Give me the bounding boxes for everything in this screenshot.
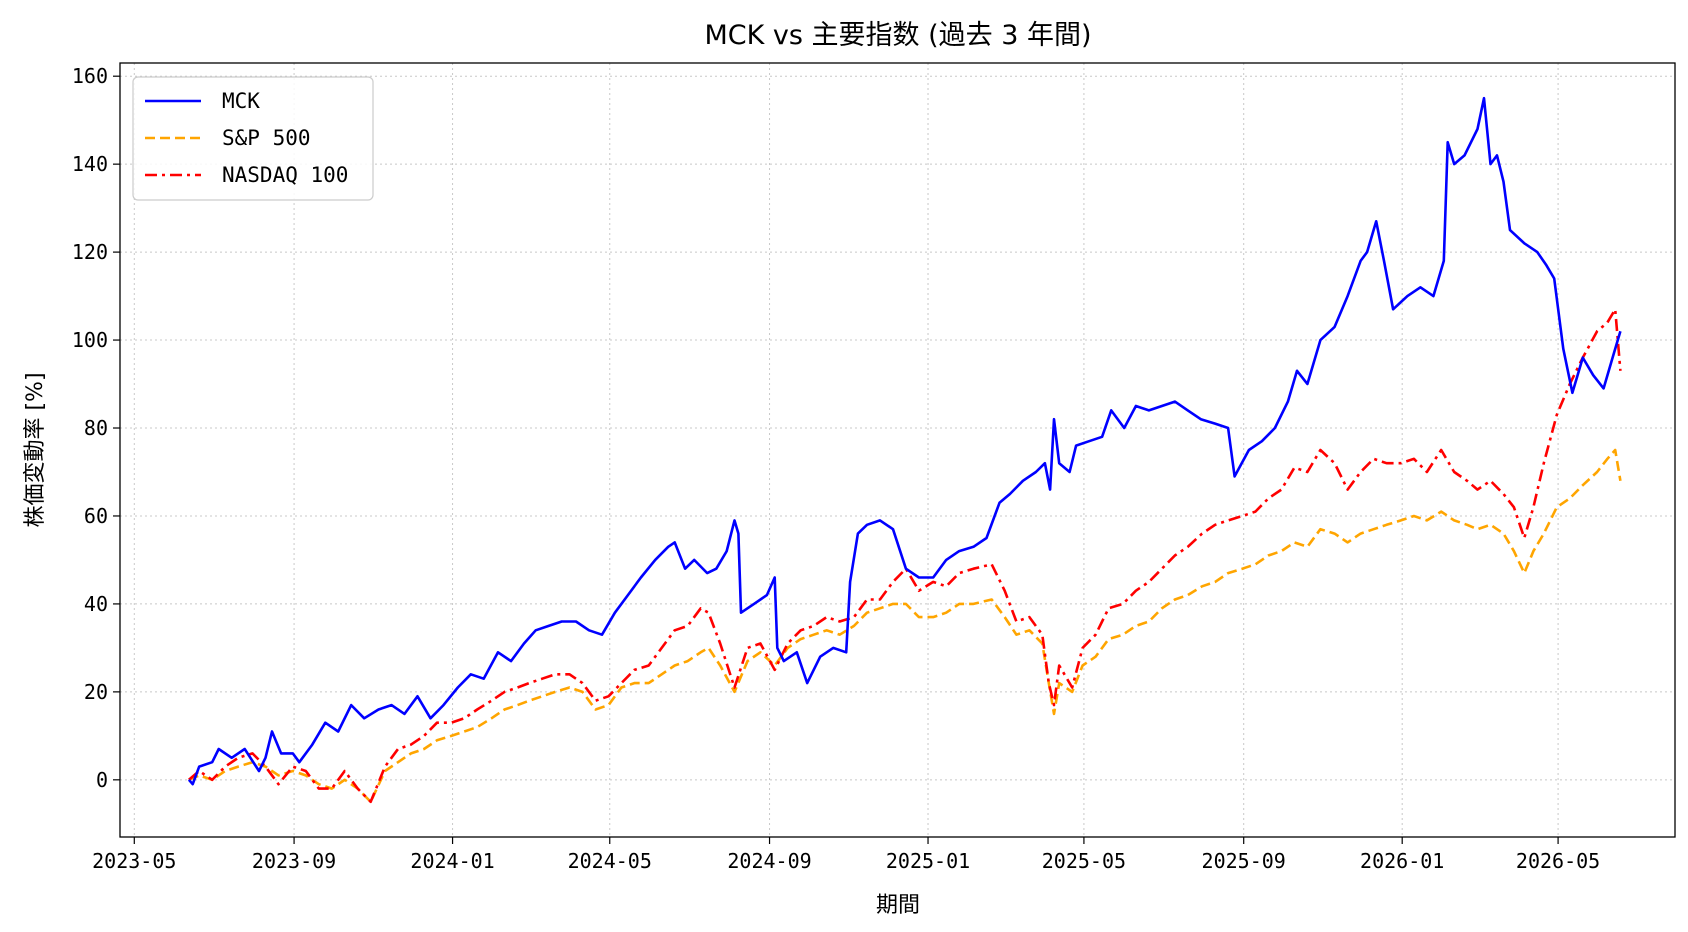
y-tick-label: 60 (84, 504, 108, 528)
legend-label: S&P 500 (222, 126, 311, 150)
y-tick-label: 0 (96, 768, 108, 792)
x-tick-label: 2025-09 (1202, 849, 1286, 873)
x-tick-label: 2025-05 (1042, 849, 1126, 873)
x-tick-label: 2023-05 (92, 849, 176, 873)
y-tick-label: 40 (84, 592, 108, 616)
x-axis-title: 期間 (876, 893, 920, 918)
x-tick-label: 2026-05 (1516, 849, 1600, 873)
x-tick-label: 2024-09 (727, 849, 811, 873)
series-layer (187, 96, 1622, 804)
y-tick-label: 140 (72, 152, 108, 176)
series-line-s-p-500 (188, 448, 1622, 804)
chart-title: MCK vs 主要指数 (過去 3 年間) (704, 20, 1091, 51)
series-line-nasdaq-100 (188, 308, 1622, 804)
y-tick-label: 80 (84, 416, 108, 440)
x-tick-label: 2025-01 (886, 849, 970, 873)
legend: MCK S&P 500 NASDAQ 100 (132, 76, 374, 201)
series-line-mck (187, 96, 1622, 786)
y-axis-title: 株価変動率 [%] (23, 372, 48, 527)
x-axis: 2023-05 2023-09 2024-01 2024-05 2024-09 2025-… (92, 837, 1600, 873)
y-tick-label: 120 (72, 240, 108, 264)
y-tick-label: 160 (72, 64, 108, 88)
y-tick-label: 100 (72, 328, 108, 352)
x-tick-label: 2023-09 (252, 849, 336, 873)
plot-area-frame (119, 62, 1676, 838)
legend-label: NASDAQ 100 (222, 163, 348, 187)
y-tick-label: 20 (84, 680, 108, 704)
x-tick-label: 2026-01 (1360, 849, 1444, 873)
legend-label: MCK (222, 89, 260, 113)
x-tick-label: 2024-01 (410, 849, 494, 873)
x-tick-label: 2024-05 (568, 849, 652, 873)
legend-box (132, 76, 374, 201)
y-axis: 0 20 40 60 80 100 120 140 160 (72, 64, 120, 792)
